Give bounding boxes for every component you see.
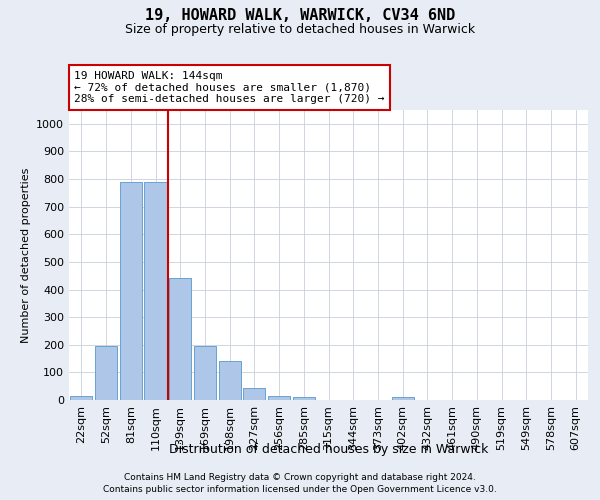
Bar bbox=[169, 278, 191, 400]
Text: 19 HOWARD WALK: 144sqm
← 72% of detached houses are smaller (1,870)
28% of semi-: 19 HOWARD WALK: 144sqm ← 72% of detached… bbox=[74, 71, 385, 104]
Text: Contains HM Land Registry data © Crown copyright and database right 2024.: Contains HM Land Registry data © Crown c… bbox=[124, 472, 476, 482]
Bar bbox=[194, 346, 216, 400]
Bar bbox=[243, 388, 265, 400]
Bar bbox=[218, 362, 241, 400]
Bar bbox=[268, 396, 290, 400]
Bar bbox=[293, 397, 315, 400]
Text: Size of property relative to detached houses in Warwick: Size of property relative to detached ho… bbox=[125, 22, 475, 36]
Bar bbox=[119, 182, 142, 400]
Bar bbox=[95, 346, 117, 400]
Text: Distribution of detached houses by size in Warwick: Distribution of detached houses by size … bbox=[169, 442, 488, 456]
Bar bbox=[145, 182, 167, 400]
Text: Contains public sector information licensed under the Open Government Licence v3: Contains public sector information licen… bbox=[103, 485, 497, 494]
Y-axis label: Number of detached properties: Number of detached properties bbox=[20, 168, 31, 342]
Bar bbox=[70, 396, 92, 400]
Bar bbox=[392, 397, 414, 400]
Text: 19, HOWARD WALK, WARWICK, CV34 6ND: 19, HOWARD WALK, WARWICK, CV34 6ND bbox=[145, 8, 455, 22]
